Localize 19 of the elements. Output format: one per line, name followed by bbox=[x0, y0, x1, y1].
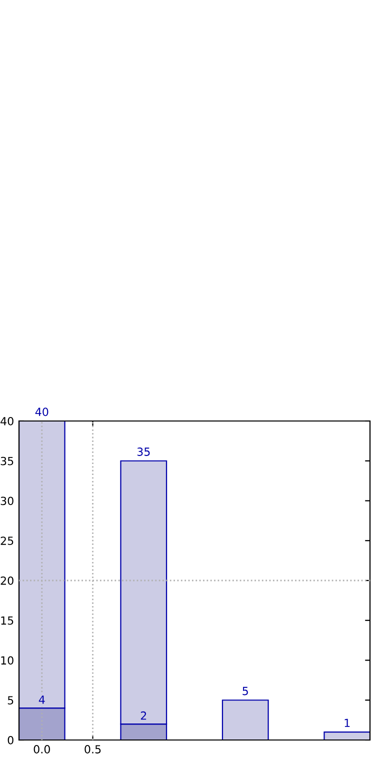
bar bbox=[222, 700, 269, 740]
total-label: 35 bbox=[137, 448, 150, 456]
y-tick-label: 40 bbox=[0, 416, 14, 426]
total-label: 5 bbox=[242, 686, 248, 696]
data-label: 2 bbox=[140, 711, 146, 720]
data-label: 4 bbox=[38, 696, 45, 704]
y-tick-label: 25 bbox=[0, 536, 14, 546]
x-tick-label: 0.5 bbox=[84, 745, 101, 754]
y-tick-label: 30 bbox=[0, 496, 14, 506]
y-tick-label: 5 bbox=[8, 696, 14, 705]
x-tick-label: 0.0 bbox=[34, 745, 50, 754]
y-tick-label: 20 bbox=[0, 576, 14, 585]
total-label: 1 bbox=[344, 718, 350, 727]
y-tick-label: 0 bbox=[8, 736, 14, 744]
y-tick-label: 35 bbox=[0, 456, 14, 466]
y-tick-label: 15 bbox=[1, 616, 14, 625]
bar bbox=[324, 731, 370, 740]
y-tick-label: 10 bbox=[1, 656, 14, 665]
total-label: 40 bbox=[35, 408, 48, 416]
